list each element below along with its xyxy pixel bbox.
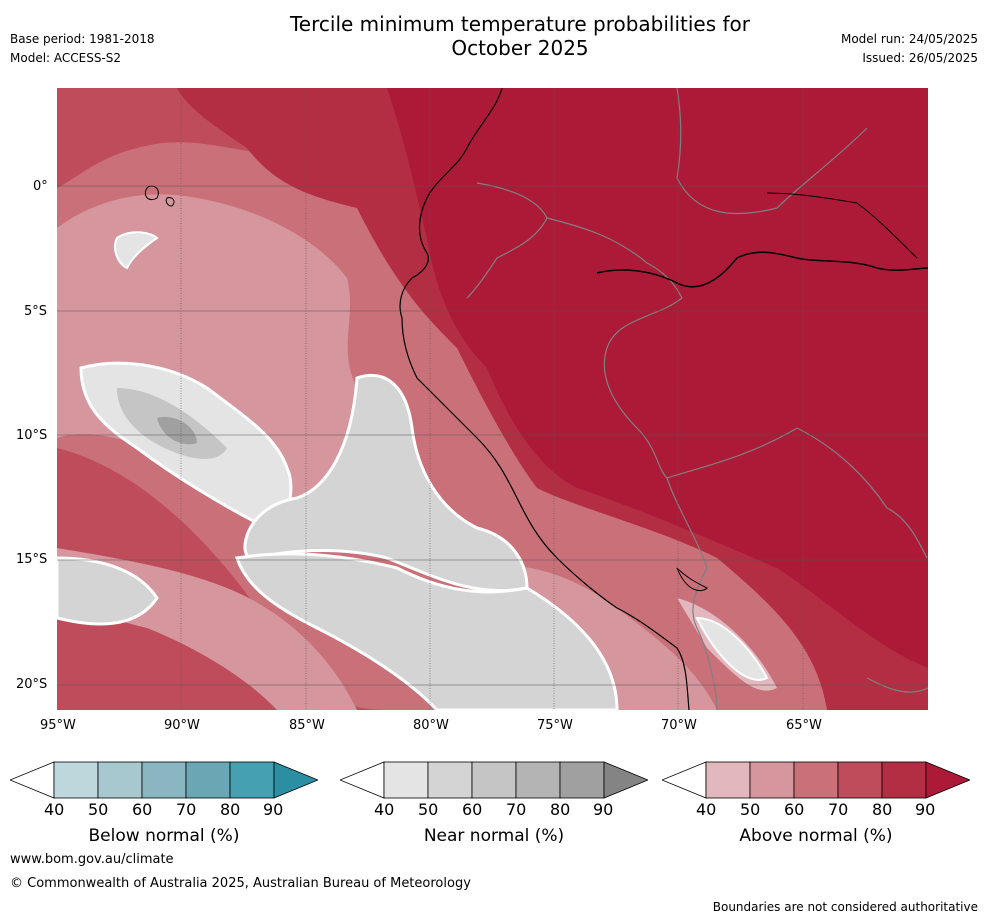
colorbar-above-title: Above normal (%) [739,826,893,846]
near-tick-60: 60 [462,800,483,819]
above-colorbar-swatch-2 [749,761,795,799]
lat-label-15s: 15°S [16,552,48,567]
near-normal-patch-north [114,231,159,270]
near-normal-region-central [243,373,529,593]
above-colorbar-swatch-4 [837,761,883,799]
lat-label-20s: 20°S [16,677,48,692]
graticule [180,88,804,710]
colorbar-near-title: Near normal (%) [423,826,565,846]
below-colorbar-swatch-3 [141,761,187,799]
lon-label-80w: 80°W [413,718,449,733]
below-tick-70: 70 [176,800,197,819]
near-colorbar-swatch-5 [559,761,605,799]
copyright-notice: © Commonwealth of Australia 2025, Austra… [10,876,471,891]
coastline-south-america [399,88,690,710]
above-colorbar-swatch-3 [793,761,839,799]
near-colorbar-swatch-1 [383,761,429,799]
above-colorbar-over-swatch [925,761,970,799]
boundaries-disclaimer: Boundaries are not considered authoritat… [712,900,978,914]
lon-label-95w: 95°W [40,718,76,733]
lon-label-90w: 90°W [164,718,200,733]
near-colorbar-swatch-3 [471,761,517,799]
below-colorbar-swatch-4 [185,761,231,799]
issued-date: Issued: 26/05/2025 [862,51,978,65]
above-tick-40: 40 [696,800,717,819]
near-normal-region-southwest [57,556,159,626]
title-line-2: October 2025 [451,36,589,60]
website-link[interactable]: www.bom.gov.au/climate [10,852,174,867]
near-normal-patch-altiplano [695,616,769,681]
border-bolivia-paraguay [866,677,928,693]
above-tick-70: 70 [828,800,849,819]
above-50-60-region-west [57,194,410,538]
colorbar-near-normal [340,761,648,799]
below-tick-50: 50 [88,800,109,819]
near-colorbar-over-swatch [603,761,648,799]
model-run: Model run: 24/05/2025 [840,32,978,46]
near-normal-region-south [235,552,619,710]
border-peru-bolivia [666,477,718,710]
near-80-90-region [157,417,197,445]
near-colorbar-swatch-4 [515,761,561,799]
rio-negro [766,192,918,259]
colorbar-below-ticks: 40 50 60 70 80 90 [10,800,318,822]
border-bolivia-brazil [796,427,928,559]
above-70-80-region-southwest [57,448,387,710]
lon-label-85w: 85°W [289,718,325,733]
below-tick-90: 90 [263,800,284,819]
near-colorbar-under-swatch [340,761,385,799]
below-colorbar-under-swatch [10,761,55,799]
above-colorbar-swatch-1 [705,761,751,799]
above-colorbar-under-swatch [662,761,707,799]
near-tick-80: 80 [550,800,571,819]
colorbar-below-normal [10,761,318,799]
base-period: Base period: 1981-2018 [10,32,155,46]
border-ecuador-peru [466,182,548,299]
lon-label-65w: 65°W [786,718,822,733]
near-tick-40: 40 [374,800,395,819]
probability-map [57,88,928,710]
map-title: Tercile minimum temperature probabilitie… [220,12,820,60]
latitude-lines [57,185,928,686]
lat-label-10s: 10°S [16,428,48,443]
below-tick-40: 40 [44,800,65,819]
colorbar-below-title: Below normal (%) [88,826,240,846]
below-colorbar-swatch-1 [53,761,99,799]
below-tick-80: 80 [220,800,241,819]
below-colorbar-swatch-2 [97,761,143,799]
lat-label-0: 0° [33,179,48,194]
border-colombia-venezuela [676,88,868,215]
below-tick-60: 60 [132,800,153,819]
amazon-river [596,251,928,288]
near-tick-50: 50 [418,800,439,819]
colorbar-above-ticks: 40 50 60 70 80 90 [662,800,970,822]
colorbar-near-ticks: 40 50 60 70 80 90 [340,800,648,822]
above-colorbar-swatch-5 [881,761,927,799]
lake-titicaca [676,567,708,591]
near-colorbar-swatch-2 [427,761,473,799]
model-name: Model: ACCESS-S2 [10,51,122,65]
above-tick-50: 50 [740,800,761,819]
galapagos-island-small [165,197,175,207]
colorbar-above-normal [662,761,970,799]
border-colombia-peru [546,217,683,299]
lon-label-70w: 70°W [661,718,697,733]
lat-label-5s: 5°S [24,304,48,319]
title-line-1: Tercile minimum temperature probabilitie… [289,12,751,36]
border-peru-brazil [603,297,798,479]
above-tick-90: 90 [915,800,936,819]
below-colorbar-swatch-5 [229,761,275,799]
near-tick-70: 70 [506,800,527,819]
above-tick-60: 60 [784,800,805,819]
above-tick-80: 80 [872,800,893,819]
below-colorbar-over-swatch [273,761,318,799]
above-90-plus-region [387,88,928,668]
lon-label-75w: 75°W [537,718,573,733]
near-tick-90: 90 [593,800,614,819]
